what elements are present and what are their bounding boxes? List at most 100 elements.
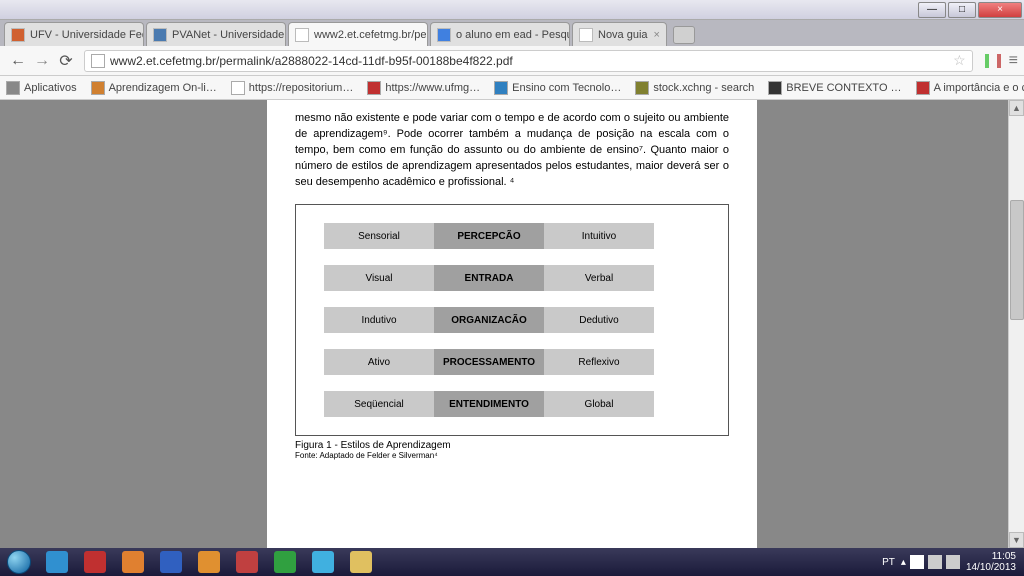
taskbar-app-icon <box>236 551 258 573</box>
taskbar-clock[interactable]: 11:05 14/10/2013 <box>966 551 1016 573</box>
window-close-button[interactable]: × <box>978 2 1022 18</box>
window-minimize-button[interactable]: — <box>918 2 946 18</box>
diagram-row: IndutivoORGANIZACÃODedutivo <box>324 307 700 333</box>
clock-time: 11:05 <box>966 551 1016 562</box>
address-bar: ← → ⟳ www2.et.cefetmg.br/permalink/a2888… <box>0 46 1024 76</box>
bookmark-label: stock.xchng - search <box>653 82 754 94</box>
browser-tab[interactable]: PVANet - Universidade Fe…× <box>146 22 286 46</box>
bookmark-label: https://www.ufmg… <box>385 82 480 94</box>
diagram-right-cell: Intuitivo <box>544 223 654 249</box>
browser-tab[interactable]: o aluno em ead - Pesquis…× <box>430 22 570 46</box>
bookmark-icon <box>768 81 782 95</box>
taskbar-app-icon <box>274 551 296 573</box>
taskbar: PT ▴ 11:05 14/10/2013 <box>0 548 1024 576</box>
favicon <box>11 28 25 42</box>
taskbar-app-button[interactable] <box>342 548 380 576</box>
window-maximize-button[interactable]: □ <box>948 2 976 18</box>
diagram-mid-cell: ORGANIZACÃO <box>434 307 544 333</box>
bookmark-item[interactable]: BREVE CONTEXTO … <box>768 81 901 95</box>
menu-icon[interactable]: ≡ <box>1009 52 1018 70</box>
bookmark-item[interactable]: https://www.ufmg… <box>367 81 480 95</box>
bookmark-label: Aplicativos <box>24 82 77 94</box>
browser-tab[interactable]: www2.et.cefetmg.br/perm× <box>288 22 428 46</box>
pdf-page: mesmo não existente e pode variar com o … <box>267 100 757 548</box>
scroll-thumb[interactable] <box>1010 200 1024 320</box>
tab-label: Nova guia <box>598 29 648 41</box>
diagram-left-cell: Ativo <box>324 349 434 375</box>
bookmark-label: Ensino com Tecnolo… <box>512 82 621 94</box>
new-tab-button[interactable] <box>673 26 695 44</box>
bookmark-item[interactable]: Ensino com Tecnolo… <box>494 81 621 95</box>
favicon <box>579 28 593 42</box>
taskbar-app-button[interactable] <box>76 548 114 576</box>
tab-strip: UFV - Universidade Feder…×PVANet - Unive… <box>0 20 1024 46</box>
tab-label: PVANet - Universidade Fe… <box>172 29 286 41</box>
scrollbar[interactable]: ▲ ▼ <box>1008 100 1024 548</box>
bookmark-label: Aprendizagem On-li… <box>109 82 217 94</box>
clock-date: 14/10/2013 <box>966 562 1016 573</box>
bookmark-item[interactable]: https://repositorium… <box>231 81 354 95</box>
diagram-row: VisualENTRADAVerbal <box>324 265 700 291</box>
diagram-right-cell: Verbal <box>544 265 654 291</box>
scroll-up-button[interactable]: ▲ <box>1009 100 1024 116</box>
tray-flag-icon[interactable] <box>910 555 924 569</box>
forward-button[interactable]: → <box>30 49 54 73</box>
tray-net-icon[interactable] <box>928 555 942 569</box>
tray-vol-icon[interactable] <box>946 555 960 569</box>
addr-right: ≡ <box>985 52 1018 70</box>
taskbar-app-icon <box>312 551 334 573</box>
taskbar-app-button[interactable] <box>114 548 152 576</box>
start-button[interactable] <box>0 548 38 576</box>
system-tray: PT ▴ 11:05 14/10/2013 <box>882 551 1024 573</box>
bookmark-item[interactable]: Aprendizagem On-li… <box>91 81 217 95</box>
bookmark-star-icon[interactable]: ☆ <box>953 52 966 69</box>
bookmark-icon <box>635 81 649 95</box>
favicon <box>153 28 167 42</box>
taskbar-app-icon <box>84 551 106 573</box>
page-icon <box>91 54 105 68</box>
bookmark-item[interactable]: stock.xchng - search <box>635 81 754 95</box>
taskbar-app-button[interactable] <box>38 548 76 576</box>
browser-tab[interactable]: Nova guia × <box>572 22 667 46</box>
bookmark-item[interactable]: Aplicativos <box>6 81 77 95</box>
tray-icons: ▴ <box>901 555 960 569</box>
diagram-left-cell: Visual <box>324 265 434 291</box>
diagram-mid-cell: PROCESSAMENTO <box>434 349 544 375</box>
bookmark-label: https://repositorium… <box>249 82 354 94</box>
diagram-left-cell: Seqüencial <box>324 391 434 417</box>
diagram-row: SeqüencialENTENDIMENTOGlobal <box>324 391 700 417</box>
bookmark-item[interactable]: A importância e o cr… <box>916 81 1024 95</box>
taskbar-app-icon <box>160 551 182 573</box>
signal-icon-2 <box>997 54 1001 68</box>
bookmark-label: BREVE CONTEXTO … <box>786 82 901 94</box>
bookmark-icon <box>916 81 930 95</box>
tray-lang[interactable]: PT <box>882 557 895 568</box>
taskbar-app-button[interactable] <box>266 548 304 576</box>
figure-source: Fonte: Adaptado de Felder e Silverman⁴ <box>295 451 729 460</box>
back-button[interactable]: ← <box>6 49 30 73</box>
tab-close-icon[interactable]: × <box>654 29 660 41</box>
bookmark-icon <box>367 81 381 95</box>
diagram-left-cell: Sensorial <box>324 223 434 249</box>
diagram-right-cell: Global <box>544 391 654 417</box>
tray-up-icon[interactable]: ▴ <box>901 557 906 568</box>
scroll-down-button[interactable]: ▼ <box>1009 532 1024 548</box>
start-orb-icon <box>7 550 31 574</box>
url-field[interactable]: www2.et.cefetmg.br/permalink/a2888022-14… <box>84 50 973 72</box>
diagram-right-cell: Reflexivo <box>544 349 654 375</box>
tab-label: www2.et.cefetmg.br/perm <box>314 29 428 41</box>
browser-tab[interactable]: UFV - Universidade Feder…× <box>4 22 144 46</box>
diagram-left-cell: Indutivo <box>324 307 434 333</box>
taskbar-app-button[interactable] <box>152 548 190 576</box>
bookmark-label: A importância e o cr… <box>934 82 1024 94</box>
figure-caption: Figura 1 - Estilos de Aprendizagem <box>295 440 729 451</box>
bookmark-icon <box>6 81 20 95</box>
tab-label: UFV - Universidade Feder… <box>30 29 144 41</box>
url-text: www2.et.cefetmg.br/permalink/a2888022-14… <box>110 54 513 68</box>
taskbar-app-icon <box>350 551 372 573</box>
reload-button[interactable]: ⟳ <box>54 49 78 73</box>
taskbar-app-button[interactable] <box>228 548 266 576</box>
taskbar-app-button[interactable] <box>190 548 228 576</box>
diagram-mid-cell: ENTENDIMENTO <box>434 391 544 417</box>
taskbar-app-button[interactable] <box>304 548 342 576</box>
